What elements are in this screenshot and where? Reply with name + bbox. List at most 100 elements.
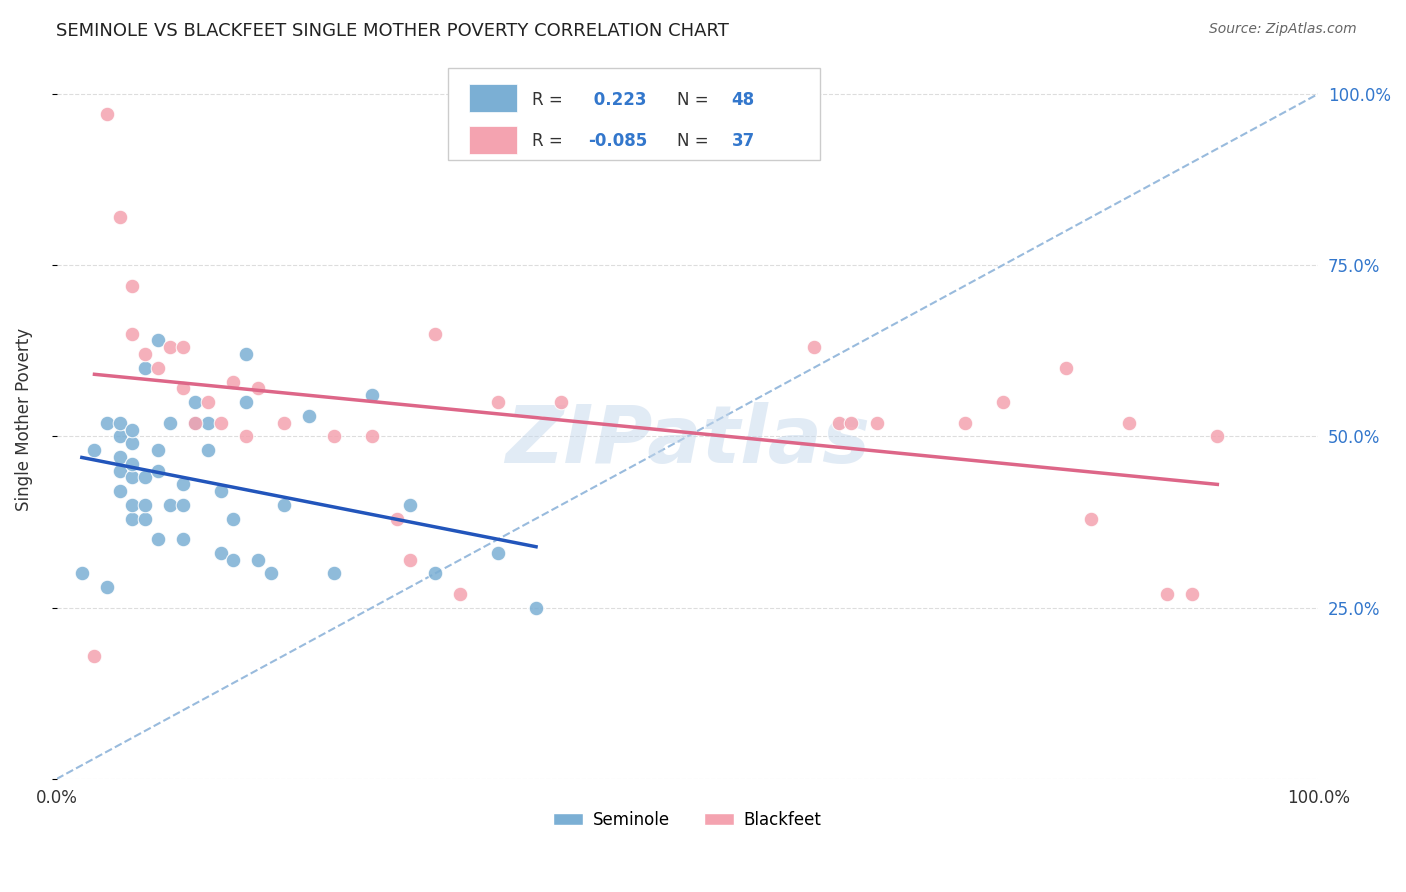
Point: [209, 546, 232, 560]
Point: [486, 546, 509, 560]
Point: [134, 470, 156, 484]
Point: [172, 381, 194, 395]
Point: [121, 436, 143, 450]
Point: [550, 395, 572, 409]
Point: [108, 484, 131, 499]
Point: [866, 416, 889, 430]
Point: [184, 416, 207, 430]
Point: [235, 347, 257, 361]
Point: [1156, 587, 1178, 601]
Point: [361, 429, 384, 443]
Point: [108, 450, 131, 464]
Bar: [470, 85, 517, 112]
Point: [146, 360, 169, 375]
Point: [222, 511, 245, 525]
Point: [260, 566, 283, 581]
Point: [146, 334, 169, 348]
Point: [1118, 416, 1140, 430]
Point: [184, 395, 207, 409]
Legend: Seminole, Blackfeet: Seminole, Blackfeet: [547, 804, 828, 835]
Point: [121, 498, 143, 512]
Point: [146, 532, 169, 546]
Point: [96, 580, 118, 594]
Point: [209, 484, 232, 499]
Bar: [470, 126, 517, 154]
Point: [197, 443, 219, 458]
Point: [108, 416, 131, 430]
Point: [184, 416, 207, 430]
Point: [197, 416, 219, 430]
Point: [222, 552, 245, 566]
Point: [159, 416, 181, 430]
Point: [121, 457, 143, 471]
Point: [803, 340, 825, 354]
Point: [134, 347, 156, 361]
Point: [83, 443, 105, 458]
Point: [172, 340, 194, 354]
Point: [70, 566, 93, 581]
Point: [273, 498, 295, 512]
Point: [1181, 587, 1204, 601]
Point: [323, 429, 346, 443]
Point: [172, 498, 194, 512]
Point: [423, 326, 446, 341]
Point: [146, 464, 169, 478]
Point: [172, 477, 194, 491]
Point: [121, 278, 143, 293]
Point: [486, 395, 509, 409]
Point: [96, 416, 118, 430]
Text: Source: ZipAtlas.com: Source: ZipAtlas.com: [1209, 22, 1357, 37]
Text: R =: R =: [533, 132, 568, 151]
Point: [108, 464, 131, 478]
Point: [247, 552, 270, 566]
Y-axis label: Single Mother Poverty: Single Mother Poverty: [15, 327, 32, 511]
Point: [159, 340, 181, 354]
Point: [121, 470, 143, 484]
Text: R =: R =: [533, 91, 568, 109]
Point: [524, 600, 547, 615]
Point: [298, 409, 321, 423]
Point: [134, 498, 156, 512]
Text: 0.223: 0.223: [588, 91, 647, 109]
Point: [83, 648, 105, 663]
Point: [235, 395, 257, 409]
Text: N =: N =: [678, 91, 714, 109]
Point: [991, 395, 1014, 409]
Point: [828, 416, 851, 430]
Point: [423, 566, 446, 581]
FancyBboxPatch shape: [447, 68, 820, 161]
Text: N =: N =: [678, 132, 714, 151]
Point: [273, 416, 295, 430]
Point: [387, 511, 409, 525]
Point: [146, 443, 169, 458]
Text: SEMINOLE VS BLACKFEET SINGLE MOTHER POVERTY CORRELATION CHART: SEMINOLE VS BLACKFEET SINGLE MOTHER POVE…: [56, 22, 730, 40]
Point: [209, 416, 232, 430]
Point: [172, 532, 194, 546]
Point: [96, 107, 118, 121]
Point: [134, 511, 156, 525]
Point: [361, 388, 384, 402]
Point: [399, 552, 422, 566]
Point: [1080, 511, 1102, 525]
Point: [235, 429, 257, 443]
Point: [108, 429, 131, 443]
Point: [108, 210, 131, 224]
Text: 37: 37: [731, 132, 755, 151]
Point: [841, 416, 863, 430]
Point: [449, 587, 471, 601]
Point: [197, 395, 219, 409]
Point: [121, 326, 143, 341]
Point: [247, 381, 270, 395]
Point: [399, 498, 422, 512]
Point: [1054, 360, 1077, 375]
Text: 48: 48: [731, 91, 755, 109]
Point: [134, 360, 156, 375]
Point: [953, 416, 976, 430]
Point: [121, 423, 143, 437]
Point: [222, 375, 245, 389]
Text: -0.085: -0.085: [588, 132, 647, 151]
Text: ZIPatlas: ZIPatlas: [505, 401, 870, 480]
Point: [159, 498, 181, 512]
Point: [323, 566, 346, 581]
Point: [121, 511, 143, 525]
